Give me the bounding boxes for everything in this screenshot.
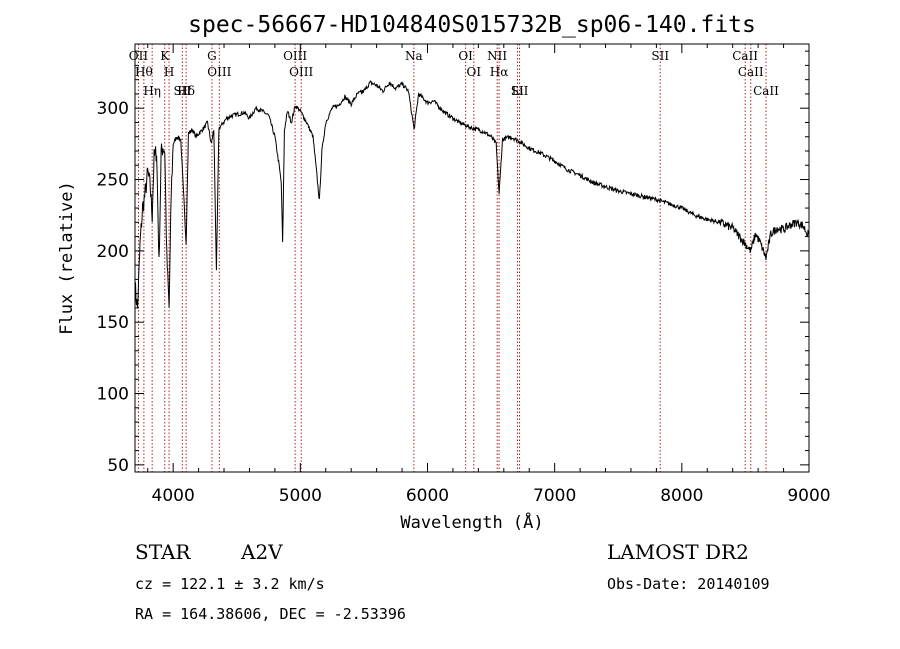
x-tick-label: 8000 bbox=[660, 486, 703, 506]
line-marker-label: H bbox=[164, 65, 174, 79]
line-marker-label: Hθ bbox=[135, 65, 153, 79]
spectrum-line bbox=[134, 80, 810, 308]
subclass: A2V bbox=[240, 540, 283, 564]
survey-name: LAMOST DR2 bbox=[607, 540, 749, 564]
x-tick-label: 7000 bbox=[533, 486, 576, 506]
plot-frame bbox=[134, 43, 810, 473]
line-marker-label: Hη bbox=[143, 84, 161, 98]
x-tick-label: 6000 bbox=[406, 486, 449, 506]
x-tick-label: 4000 bbox=[152, 486, 195, 506]
line-marker-label: SII bbox=[651, 49, 669, 63]
line-marker-label: CaII bbox=[738, 65, 764, 79]
y-tick-label: 300 bbox=[97, 99, 129, 119]
line-marker-label: OI bbox=[458, 49, 473, 63]
line-marker-label: G bbox=[207, 49, 217, 63]
line-marker-label: CaII bbox=[732, 49, 758, 63]
y-axis-label: Flux (relative) bbox=[57, 181, 77, 335]
line-marker-label: Na bbox=[405, 49, 423, 63]
x-tick-label: 5000 bbox=[279, 486, 322, 506]
spectral-line-markers bbox=[137, 44, 767, 472]
line-marker-label: OIII bbox=[289, 65, 313, 79]
x-tick-label: 9000 bbox=[787, 486, 830, 506]
line-marker-label: OII bbox=[129, 49, 149, 63]
y-tick-label: 150 bbox=[97, 313, 129, 333]
object-class: STAR bbox=[135, 540, 191, 564]
spectrum-series bbox=[134, 80, 810, 308]
obs-date: Obs-Date: 20140109 bbox=[607, 575, 770, 593]
line-marker-label: CaII bbox=[753, 84, 779, 98]
line-marker-label: Hδ bbox=[177, 84, 195, 98]
line-marker-label: OIII bbox=[283, 49, 307, 63]
line-marker-label: Hα bbox=[490, 65, 509, 79]
y-tick-label: 50 bbox=[107, 456, 129, 476]
line-marker-label: OIII bbox=[207, 65, 231, 79]
line-marker-label: OI bbox=[466, 65, 481, 79]
line-marker-label: SII bbox=[173, 84, 191, 98]
ra-dec: RA = 164.38606, DEC = -2.53396 bbox=[135, 605, 406, 623]
y-tick-label: 250 bbox=[97, 171, 129, 191]
line-marker-label: NII bbox=[487, 49, 507, 63]
y-axis-ticks: 50 100 150 200 250 300 bbox=[97, 50, 809, 476]
line-marker-label: Li bbox=[512, 84, 524, 98]
x-axis-ticks: 4000 5000 6000 7000 8000 9000 bbox=[147, 44, 831, 506]
line-marker-label: K bbox=[160, 49, 170, 63]
chart-title: spec-56667-HD104840S015732B_sp06-140.fit… bbox=[188, 12, 756, 38]
redshift-cz: cz = 122.1 ± 3.2 km/s bbox=[135, 575, 325, 593]
x-axis-label: Wavelength (Å) bbox=[400, 511, 543, 533]
y-tick-label: 200 bbox=[97, 242, 129, 262]
line-marker-label: SII bbox=[511, 84, 529, 98]
y-tick-label: 100 bbox=[97, 385, 129, 405]
